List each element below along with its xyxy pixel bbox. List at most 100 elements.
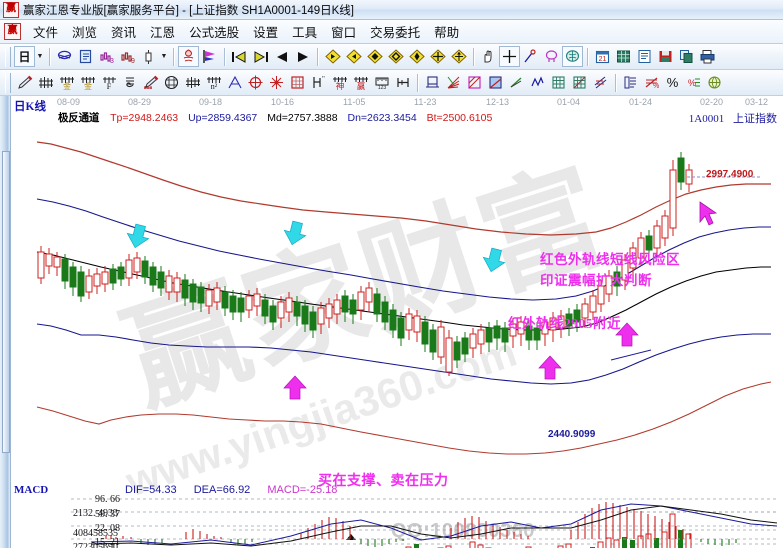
shen-icon[interactable]: 神 (329, 72, 350, 93)
target-icon[interactable] (245, 72, 266, 93)
parallel-channel-icon[interactable] (590, 72, 611, 93)
toolbar-grip[interactable] (5, 46, 11, 67)
gann-tool-icon[interactable] (178, 46, 199, 67)
date-tick: 11-23 (414, 97, 437, 107)
ying-icon[interactable]: 赢 (350, 72, 371, 93)
grid-lines-icon[interactable] (182, 72, 203, 93)
toolbar-separator (49, 47, 50, 66)
overlay-compare-icon[interactable] (54, 46, 75, 67)
candle-dropdown-caret[interactable]: ▼ (160, 53, 168, 60)
last-page-icon[interactable] (250, 46, 271, 67)
menu-item-browse[interactable]: 浏览 (72, 26, 98, 40)
indicator-md: Md=2757.3888 (267, 112, 338, 124)
gann-gold-2-icon[interactable]: 金 (77, 72, 98, 93)
menu-item-file[interactable]: 文件 (33, 26, 59, 40)
menu-logo-icon[interactable]: 赢 (4, 23, 21, 40)
flag-colour-icon[interactable] (199, 46, 220, 67)
grid-b-icon[interactable] (569, 72, 590, 93)
svg-text:金: 金 (84, 81, 92, 90)
menu-item-settings[interactable]: 设置 (253, 26, 279, 40)
period-day-button[interactable]: 日 (14, 46, 35, 67)
period-dropdown-caret[interactable]: ▼ (36, 53, 44, 60)
zoom-in-icon[interactable] (364, 46, 385, 67)
table-view-icon[interactable] (613, 46, 634, 67)
trend-line-icon[interactable] (506, 72, 527, 93)
svg-text:21: 21 (599, 56, 607, 63)
menu-item-trade[interactable]: 交易委托 (370, 26, 421, 40)
klines-9-icon[interactable]: 9 (117, 46, 138, 67)
chart-area[interactable]: 赢家财富 www.yingjia360.com 08-09 08-29 09-1… (0, 96, 783, 548)
shade-area-icon[interactable] (485, 72, 506, 93)
fit-icon[interactable] (448, 46, 469, 67)
indicator-header: 极反通道 Tp=2948.2463 Up=2859.4367 Md=2757.3… (58, 110, 492, 124)
menu-item-gann[interactable]: 江恩 (150, 26, 176, 40)
print-icon[interactable] (697, 46, 718, 67)
klines-3-icon[interactable]: 3 (96, 46, 117, 67)
svg-text:%: % (688, 78, 696, 88)
scrollbar-thumb[interactable] (2, 151, 10, 453)
rect-trend-icon[interactable] (464, 72, 485, 93)
menu-item-window[interactable]: 窗口 (331, 26, 357, 40)
box-tool-icon[interactable] (422, 72, 443, 93)
page-right-icon[interactable] (292, 46, 313, 67)
calendar-icon[interactable]: 21 (592, 46, 613, 67)
document-icon[interactable] (634, 46, 655, 67)
crosshair-icon[interactable] (499, 46, 520, 67)
percent-fib-icon[interactable]: % (641, 72, 662, 93)
zoom-right-icon[interactable] (343, 46, 364, 67)
circle-grid-icon[interactable] (161, 72, 182, 93)
copy-icon[interactable] (676, 46, 697, 67)
expand-icon[interactable] (406, 46, 427, 67)
menu-item-news[interactable]: 资讯 (111, 26, 137, 40)
qq-watermark: QQ:100800360 (391, 520, 535, 542)
date-tick: 02-20 (700, 97, 724, 107)
brain-analysis-icon[interactable] (562, 46, 583, 67)
menu-item-tools[interactable]: 工具 (292, 26, 318, 40)
percent-icon[interactable]: % (666, 75, 679, 90)
draw-shape-icon[interactable] (541, 46, 562, 67)
gann-fan-icon[interactable] (35, 72, 56, 93)
single-candle-icon[interactable] (138, 46, 159, 67)
svg-text:神: 神 (335, 81, 344, 90)
chart-vertical-scrollbar[interactable] (0, 96, 11, 548)
first-page-icon[interactable] (229, 46, 250, 67)
hand-pan-icon[interactable] (478, 46, 499, 67)
volume-bars (405, 513, 692, 548)
report-list-icon[interactable] (75, 46, 96, 67)
volume-axis-label: 272305690 (73, 542, 118, 548)
book-icon[interactable] (620, 72, 641, 93)
angle-lines-icon[interactable] (224, 72, 245, 93)
gann-f-icon[interactable]: F (98, 72, 119, 93)
square-grid-icon[interactable] (287, 72, 308, 93)
measure-h-icon[interactable]: " (308, 72, 329, 93)
page-left-icon[interactable] (271, 46, 292, 67)
macd-axis-label: -15. 21 (91, 537, 120, 548)
contract-icon[interactable] (427, 46, 448, 67)
percent-list-icon[interactable]: % (683, 72, 704, 93)
pen-measure-icon[interactable] (140, 72, 161, 93)
gann-gold-1-icon[interactable]: 金 (56, 72, 77, 93)
menu-item-formula-stock-pick[interactable]: 公式选股 (189, 26, 240, 40)
macd-value: MACD=-25.18 (267, 484, 338, 496)
zoom-left-icon[interactable] (322, 46, 343, 67)
draw-line-icon[interactable] (520, 46, 541, 67)
grid-a-icon[interactable] (548, 72, 569, 93)
span-icon[interactable] (392, 72, 413, 93)
menu-item-help[interactable]: 帮助 (434, 26, 460, 40)
zigzag-icon[interactable] (527, 72, 548, 93)
globe-icon[interactable] (704, 72, 725, 93)
ruler-icon[interactable]: 123 (371, 72, 392, 93)
volume-axis-label: 408458535 (73, 528, 118, 539)
date-tick: 12-13 (486, 97, 510, 107)
n-squared-icon[interactable]: n² (203, 72, 224, 93)
macd-chart-plot[interactable] (11, 496, 777, 548)
zoom-out-icon[interactable] (385, 46, 406, 67)
fan-lines-icon[interactable] (443, 72, 464, 93)
toolbar-grip[interactable] (5, 72, 11, 93)
pen-tool-icon[interactable] (14, 72, 35, 93)
indicator-tp: Tp=2948.2463 (110, 112, 179, 124)
spiral-icon[interactable] (119, 72, 140, 93)
save-icon[interactable] (655, 46, 676, 67)
price-chart-plot[interactable] (11, 124, 777, 506)
star-burst-icon[interactable] (266, 72, 287, 93)
